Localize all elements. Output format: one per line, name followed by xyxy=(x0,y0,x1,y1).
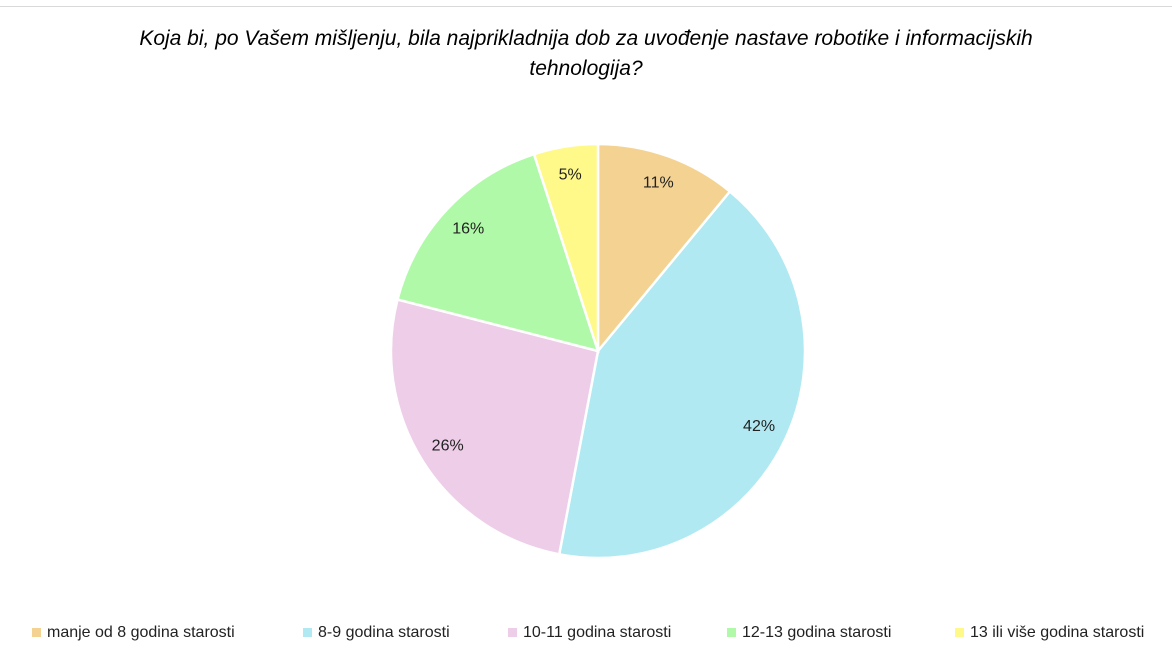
legend-swatch xyxy=(303,628,312,637)
pie-slice xyxy=(557,189,807,560)
pie-slice xyxy=(395,152,600,353)
legend-swatch xyxy=(955,628,964,637)
pie-slice xyxy=(389,297,600,556)
legend-swatch xyxy=(508,628,517,637)
legend-swatch xyxy=(727,628,736,637)
pie-slice xyxy=(532,142,600,352)
data-label: 42% xyxy=(743,418,775,435)
legend-label: 10-11 godina starosti xyxy=(523,624,671,641)
legend-label: 12-13 godina starosti xyxy=(742,624,891,641)
pie-slice xyxy=(596,142,732,355)
data-label: 5% xyxy=(559,166,582,183)
data-label: 26% xyxy=(432,438,464,455)
legend-label: 13 ili više godina starosti xyxy=(970,624,1144,641)
data-label: 16% xyxy=(452,220,484,237)
data-label: 11% xyxy=(643,175,674,192)
chart-title: Koja bi, po Vašem mišljenju, bila najpri… xyxy=(139,27,1033,80)
legend-label: manje od 8 godina starosti xyxy=(47,624,235,641)
top-border xyxy=(0,6,1172,7)
legend-label: 8-9 godina starosti xyxy=(318,624,450,641)
legend-swatch xyxy=(32,628,41,637)
